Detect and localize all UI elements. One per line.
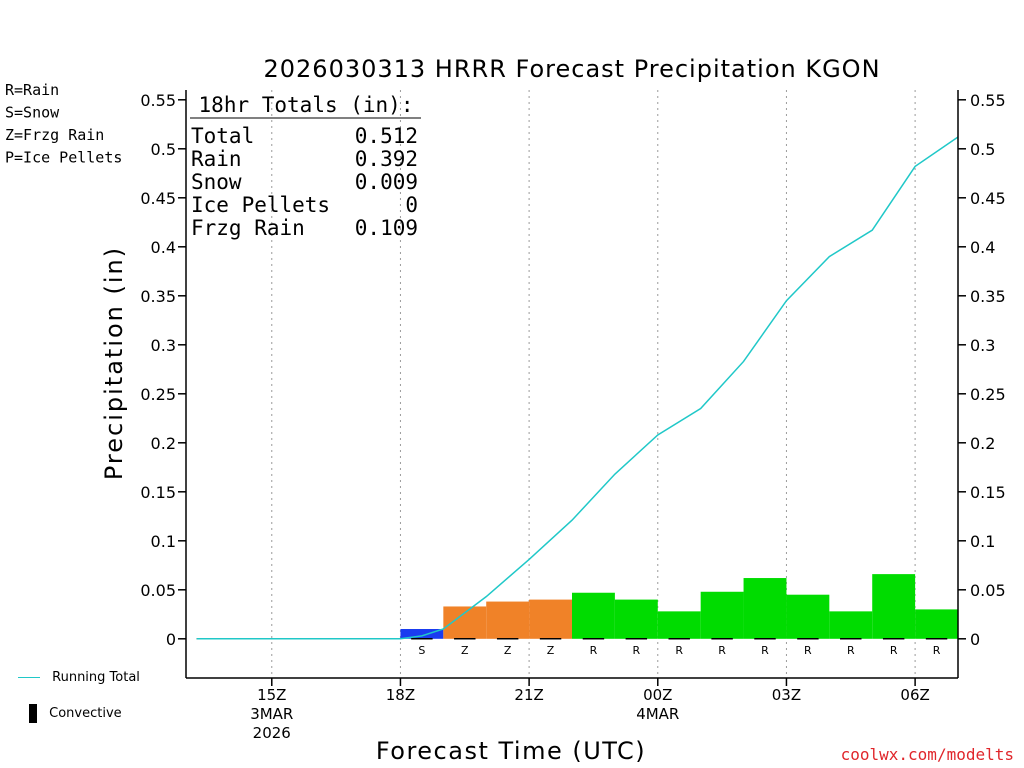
bars bbox=[400, 574, 958, 639]
x-tick-label: 15Z bbox=[257, 686, 286, 704]
legend-running-total-label: Running Total bbox=[52, 670, 140, 685]
y-tick-label-right: 0 bbox=[970, 630, 980, 649]
y-tick-label-left: 0.5 bbox=[151, 140, 176, 159]
y-tick-label-left: 0.35 bbox=[140, 287, 176, 306]
y-tick-label-right: 0.3 bbox=[970, 336, 995, 355]
y-tick-label-right: 0.55 bbox=[970, 91, 1006, 110]
precip-bar bbox=[614, 599, 658, 639]
y-tick-label-left: 0.55 bbox=[140, 91, 176, 110]
precip-type-label: R bbox=[890, 644, 898, 657]
type-legend-item: P=Ice Pellets bbox=[5, 149, 122, 167]
convective-swatch bbox=[29, 704, 37, 723]
precip-type-label: R bbox=[633, 644, 641, 657]
totals-title: 18hr Totals (in): bbox=[199, 93, 414, 117]
totals-row-label: Snow bbox=[191, 170, 242, 194]
watermark: coolwx.com/modelts bbox=[840, 745, 1014, 764]
precip-bar bbox=[400, 629, 444, 639]
y-tick-label-left: 0.45 bbox=[140, 189, 176, 208]
y-tick-label-left: 0.25 bbox=[140, 385, 176, 404]
y-tick-label-left: 0.2 bbox=[151, 434, 176, 453]
y-tick-label-right: 0.5 bbox=[970, 140, 995, 159]
precip-type-label: S bbox=[418, 644, 425, 657]
precip-type-label: Z bbox=[461, 644, 469, 657]
precip-bar bbox=[486, 601, 530, 639]
y-tick-label-right: 0.35 bbox=[970, 287, 1006, 306]
chart-title: 2026030313 HRRR Forecast Precipitation K… bbox=[263, 55, 880, 83]
x-tick-sublabel: 4MAR bbox=[636, 705, 679, 723]
axes: 0 0 0.05 0.05 0.1 0.1 0.15 0.15 0.2 0.2 0.25 0.25 0.… bbox=[140, 90, 1006, 742]
precip-bar bbox=[572, 592, 615, 639]
totals-row-value: 0.109 bbox=[355, 216, 418, 240]
type-legend-item: Z=Frzg Rain bbox=[5, 126, 104, 144]
y-tick-label-left: 0.3 bbox=[151, 336, 176, 355]
precip-bar bbox=[829, 611, 873, 639]
legend-running-total: Running Total bbox=[18, 670, 140, 685]
precip-type-label: R bbox=[675, 644, 683, 657]
totals-row-value: 0.392 bbox=[355, 147, 418, 171]
totals-row-label: Frzg Rain bbox=[191, 216, 305, 240]
legend-convective: Convective bbox=[18, 704, 122, 723]
running-total-swatch bbox=[18, 677, 40, 678]
x-tick-label: 03Z bbox=[772, 686, 801, 704]
y-tick-label-left: 0 bbox=[166, 630, 176, 649]
precip-bar bbox=[700, 591, 744, 639]
y-tick-label-right: 0.45 bbox=[970, 189, 1006, 208]
y-tick-label-left: 0.05 bbox=[140, 581, 176, 600]
precip-type-label: R bbox=[847, 644, 855, 657]
y-tick-label-right: 0.1 bbox=[970, 532, 995, 551]
totals-row-label: Total bbox=[191, 124, 254, 148]
x-tick-label: 18Z bbox=[386, 686, 415, 704]
precip-type-label: R bbox=[804, 644, 812, 657]
y-tick-label-right: 0.15 bbox=[970, 483, 1006, 502]
precip-bar bbox=[786, 594, 830, 639]
y-tick-label-left: 0.4 bbox=[151, 238, 176, 257]
totals-row-value: 0.009 bbox=[355, 170, 418, 194]
precip-type-label: R bbox=[761, 644, 769, 657]
x-tick-sublabel: 2026 bbox=[253, 724, 291, 742]
type-legend-item: R=Rain bbox=[5, 81, 59, 99]
precip-type-label: R bbox=[590, 644, 598, 657]
y-tick-label-right: 0.05 bbox=[970, 581, 1006, 600]
x-tick-label: 06Z bbox=[900, 686, 929, 704]
precip-bar bbox=[743, 578, 787, 639]
precip-bar bbox=[443, 606, 487, 639]
totals-row-label: Rain bbox=[191, 147, 242, 171]
totals-row-value: 0.512 bbox=[355, 124, 418, 148]
totals-box: 18hr Totals (in): Total 0.512 Rain 0.392 Snow… bbox=[190, 93, 421, 240]
y-tick-label-left: 0.1 bbox=[151, 532, 176, 551]
precip-type-label: R bbox=[718, 644, 726, 657]
x-tick-label: 00Z bbox=[643, 686, 672, 704]
precip-bar bbox=[657, 611, 701, 639]
running-total-series bbox=[196, 136, 959, 640]
totals-row-label: Ice Pellets bbox=[191, 193, 330, 217]
type-legend-item: S=Snow bbox=[5, 104, 60, 122]
precip-bar bbox=[915, 609, 958, 639]
y-tick-label-right: 0.4 bbox=[970, 238, 995, 257]
y-tick-label-left: 0.15 bbox=[140, 483, 176, 502]
precip-bar bbox=[529, 599, 572, 639]
y-tick-label-right: 0.25 bbox=[970, 385, 1006, 404]
y-axis-label: Precipitation (in) bbox=[100, 246, 128, 480]
totals-row-value: 0 bbox=[405, 193, 418, 217]
x-axis-label: Forecast Time (UTC) bbox=[376, 737, 646, 765]
y-tick-label-right: 0.2 bbox=[970, 434, 995, 453]
precip-bar bbox=[872, 574, 916, 639]
precip-type-label: Z bbox=[504, 644, 512, 657]
legend-convective-label: Convective bbox=[49, 706, 122, 721]
type-legend: R=Rain S=Snow Z=Frzg Rain P=Ice Pellets bbox=[5, 81, 122, 167]
precip-type-label: Z bbox=[547, 644, 555, 657]
precip-type-label: R bbox=[933, 644, 941, 657]
x-tick-sublabel: 3MAR bbox=[250, 705, 293, 723]
x-tick-label: 21Z bbox=[514, 686, 543, 704]
running-total-line bbox=[196, 136, 959, 640]
gridlines bbox=[271, 90, 916, 678]
